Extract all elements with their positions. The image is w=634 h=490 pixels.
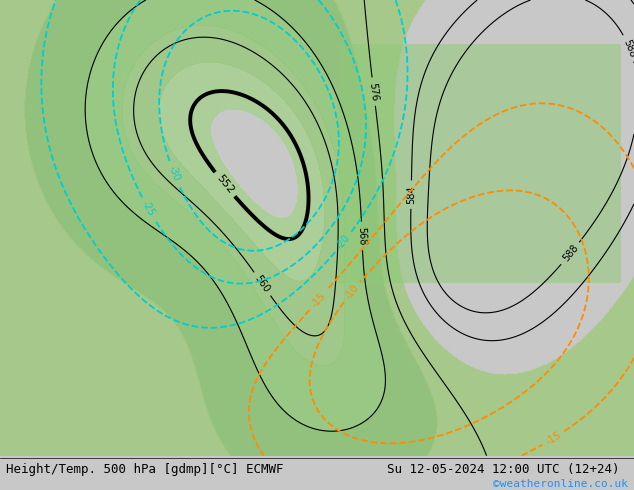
Text: -30: -30 xyxy=(166,164,181,182)
Text: 584: 584 xyxy=(406,185,417,204)
Text: ©weatheronline.co.uk: ©weatheronline.co.uk xyxy=(493,479,628,489)
Text: 576: 576 xyxy=(368,82,380,101)
Text: 568: 568 xyxy=(356,226,367,245)
Text: -15: -15 xyxy=(544,430,563,446)
Text: -10: -10 xyxy=(343,283,361,301)
Text: -25: -25 xyxy=(140,199,157,219)
Text: -20: -20 xyxy=(335,233,353,251)
Text: 588: 588 xyxy=(560,243,580,264)
Text: Su 12-05-2024 12:00 UTC (12+24): Su 12-05-2024 12:00 UTC (12+24) xyxy=(387,463,619,476)
Text: 560: 560 xyxy=(253,273,272,294)
Text: 552: 552 xyxy=(214,173,235,196)
Text: Height/Temp. 500 hPa [gdmp][°C] ECMWF: Height/Temp. 500 hPa [gdmp][°C] ECMWF xyxy=(6,463,284,476)
Text: -15: -15 xyxy=(309,291,327,309)
Text: 588: 588 xyxy=(621,38,634,58)
